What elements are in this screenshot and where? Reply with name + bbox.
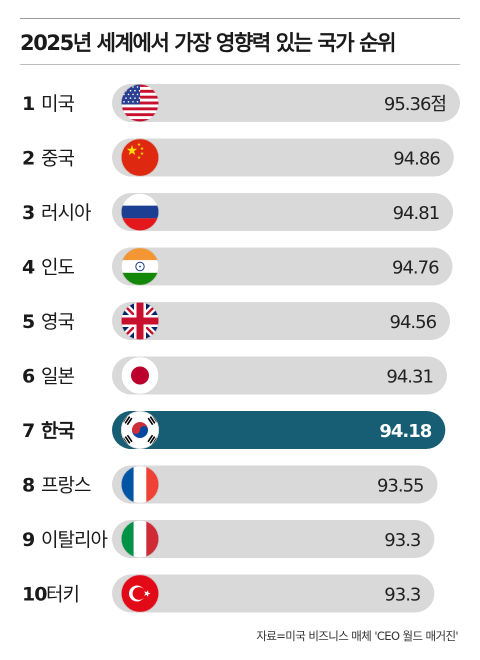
title-rule <box>20 64 460 65</box>
china-flag-icon <box>121 138 159 177</box>
rank-label: 5 <box>22 311 34 333</box>
country-label: 일본 <box>41 366 74 388</box>
russia-flag-icon-outline <box>121 193 160 232</box>
bar-4 <box>112 247 453 286</box>
country-label: 러시아 <box>41 202 91 224</box>
country-label: 중국 <box>41 148 74 170</box>
value-label: 93.55 <box>377 476 424 497</box>
value-label: 94.31 <box>386 367 433 388</box>
country-label: 영국 <box>41 311 74 333</box>
china-flag-icon-outline <box>121 138 160 177</box>
top-rule <box>20 18 460 19</box>
france-flag-icon-outline <box>121 465 160 504</box>
country-label: 이탈리아 <box>41 529 107 551</box>
rank-label: 1 <box>22 93 34 115</box>
value-label: 94.18 <box>379 421 431 442</box>
rank-label: 7 <box>22 420 34 442</box>
rank-label: 3 <box>22 202 34 224</box>
value-label: 93.3 <box>384 585 421 606</box>
rank-label: 2 <box>22 148 34 170</box>
rank-label: 8 <box>22 475 35 497</box>
rank-label: 9 <box>22 529 34 551</box>
country-label: 미국 <box>41 93 74 115</box>
country-label: 프랑스 <box>41 475 91 497</box>
source-note: 자료=미국 비즈니스 매체 'CEO 월드 매거진' <box>256 629 458 643</box>
rank-label: 10 <box>22 584 47 606</box>
value-label: 94.56 <box>390 312 437 333</box>
value-label: 94.76 <box>392 258 439 279</box>
rank-label: 4 <box>22 257 35 279</box>
value-label: 95.36점 <box>384 94 446 115</box>
rank-label: 6 <box>22 366 35 388</box>
bar-9 <box>112 520 435 558</box>
uk-flag-icon <box>121 302 159 340</box>
chart-title: 2025년 세계에서 가장 영향력 있는 국가 순위 <box>20 31 396 55</box>
korea-flag-icon-outline <box>121 410 160 449</box>
bar-10 <box>112 574 435 613</box>
bar-2 <box>112 138 454 177</box>
value-label: 93.3 <box>384 530 421 551</box>
bar-5 <box>112 302 451 340</box>
japan-flag-icon <box>121 356 159 395</box>
bar-8 <box>112 465 438 504</box>
turkey-flag-icon <box>121 574 159 613</box>
country-label: 한국 <box>41 420 74 442</box>
bar-1 <box>112 84 460 122</box>
japan-flag-icon-outline <box>121 356 160 395</box>
bar-3 <box>112 193 454 231</box>
country-label: 인도 <box>41 257 74 279</box>
value-label: 94.86 <box>393 149 440 170</box>
country-label: 터키 <box>46 584 79 606</box>
bar-6 <box>112 356 447 395</box>
value-label: 94.81 <box>393 203 440 224</box>
india-flag-icon-outline <box>121 247 160 286</box>
turkey-flag-icon-outline <box>121 574 160 613</box>
korea-flag-icon <box>121 411 159 449</box>
italy-flag-icon-outline <box>121 519 160 558</box>
uk-flag-icon-outline <box>121 301 160 340</box>
bar-7 <box>112 411 446 449</box>
us-flag-icon-outline <box>121 84 160 123</box>
